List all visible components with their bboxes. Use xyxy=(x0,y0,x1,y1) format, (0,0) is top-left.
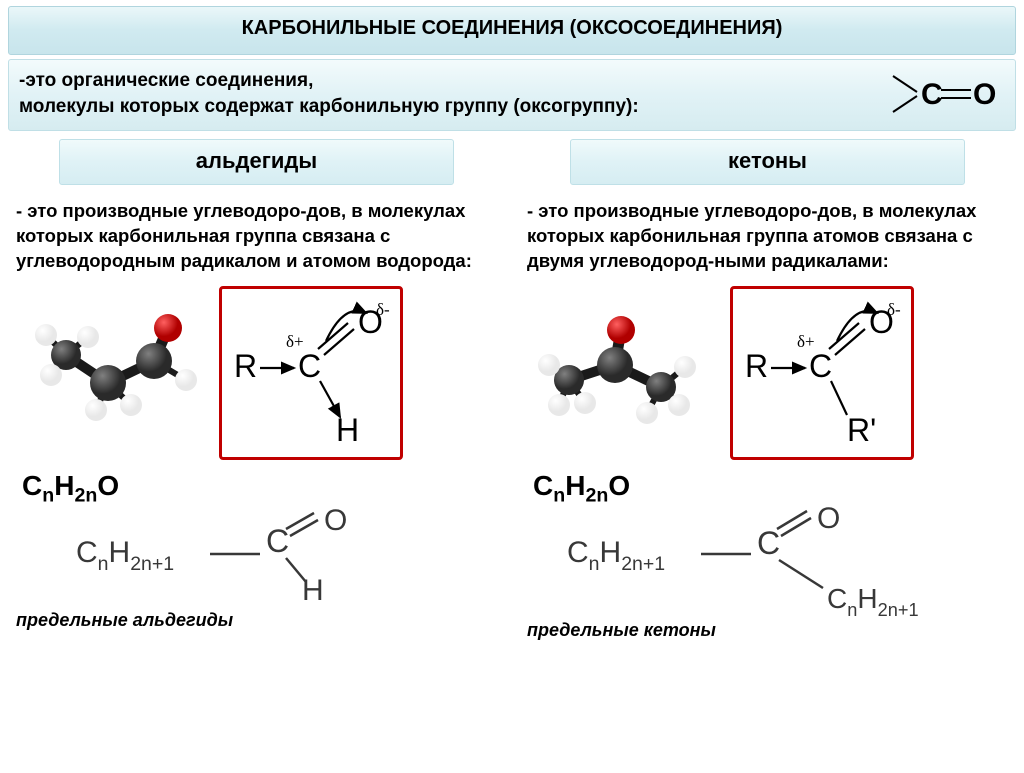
ketone-prefix: CnH2n+1 xyxy=(567,536,665,575)
svg-text:C: C xyxy=(266,523,289,559)
ketone-structural-formula: R C O R' δ+ δ- xyxy=(730,286,914,460)
aldehyde-caption: предельные альдегиды xyxy=(16,610,497,631)
aldehyde-delta-minus: δ- xyxy=(376,300,390,319)
svg-text:C: C xyxy=(757,525,780,561)
aldehyde-header: альдегиды xyxy=(59,139,453,185)
ketone-suffix: CnH2n+1 xyxy=(827,583,919,616)
def-line-2: молекулы которых содержат карбонильную г… xyxy=(19,96,639,117)
ketone-delta-minus: δ- xyxy=(887,300,901,319)
aldehyde-H: H xyxy=(336,412,359,448)
ketone-expanded-formula: CnH2n+1 C O CnH2n+1 xyxy=(527,506,1008,616)
ketone-Rprime: R' xyxy=(847,412,876,448)
aldehyde-general-formula: CnH2nO xyxy=(22,470,497,508)
page-title: КАРБОНИЛЬНЫЕ СОЕДИНЕНИЯ (ОКСОСОЕДИНЕНИЯ) xyxy=(8,6,1016,55)
ketone-caption: предельные кетоны xyxy=(527,620,1008,641)
ketone-C: C xyxy=(809,348,832,384)
svg-text:O: O xyxy=(817,506,840,535)
aldehyde-R: R xyxy=(234,348,257,384)
aldehyde-prefix: CnH2n+1 xyxy=(76,536,174,575)
aldehyde-delta-plus: δ+ xyxy=(286,332,304,351)
ketone-general-formula: CnH2nO xyxy=(533,470,1008,508)
aldehyde-column: альдегиды - это производные углеводоро-д… xyxy=(16,139,497,641)
carbonyl-group-icon: C O xyxy=(885,66,1005,122)
aldehyde-structural-formula: R C O H δ+ δ- xyxy=(219,286,403,460)
carbonyl-O: O xyxy=(973,78,996,111)
definition-text: -это органические соединения, молекулы к… xyxy=(19,68,639,119)
svg-text:H: H xyxy=(302,574,324,606)
carbonyl-C: C xyxy=(921,78,943,111)
def-line-1: -это органические соединения, xyxy=(19,70,313,91)
ketone-3d-molecule-icon xyxy=(527,295,722,450)
aldehyde-definition: - это производные углеводоро-дов, в моле… xyxy=(16,199,497,274)
aldehyde-expanded-formula: CnH2n+1 C O H xyxy=(16,506,497,606)
ketone-header: кетоны xyxy=(570,139,964,185)
ketone-column: кетоны - это производные углеводоро-дов,… xyxy=(527,139,1008,641)
aldehyde-3d-molecule-icon xyxy=(16,295,211,450)
svg-text:O: O xyxy=(324,506,347,537)
aldehyde-C: C xyxy=(298,348,321,384)
definition-box: -это органические соединения, молекулы к… xyxy=(8,59,1016,131)
ketone-definition: - это производные углеводоро-дов, в моле… xyxy=(527,199,1008,274)
ketone-R: R xyxy=(745,348,768,384)
ketone-delta-plus: δ+ xyxy=(797,332,815,351)
